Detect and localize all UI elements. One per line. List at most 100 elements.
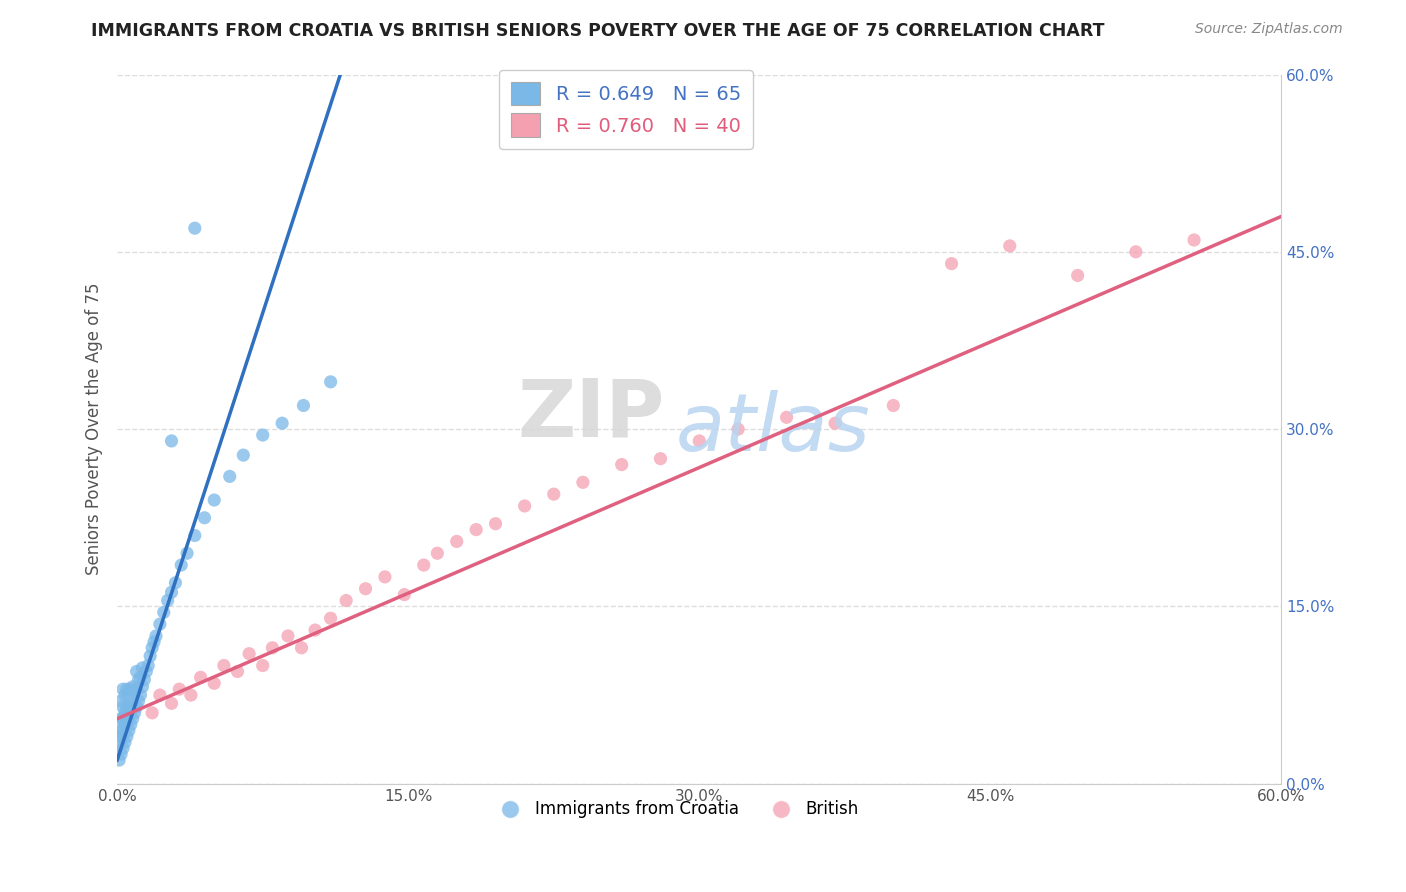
Point (1125, 244, 1147, 259)
Point (319, 611, 342, 625)
Point (114, 706, 136, 720)
Point (169, 682, 191, 697)
Point (1182, 233, 1205, 247)
Point (394, 588, 416, 602)
Point (141, 706, 163, 720)
Point (120, 699, 142, 714)
Point (184, 221, 207, 235)
Point (124, 706, 146, 720)
Point (125, 682, 148, 697)
Point (145, 629, 167, 643)
Point (354, 582, 377, 596)
Point (180, 688, 202, 702)
Point (252, 658, 274, 673)
Point (115, 682, 138, 697)
Point (108, 753, 131, 767)
Point (111, 699, 134, 714)
Point (110, 730, 132, 744)
Point (136, 658, 159, 673)
Point (129, 670, 152, 684)
Point (218, 469, 240, 483)
Legend: Immigrants from Croatia, British: Immigrants from Croatia, British (486, 794, 866, 825)
Point (824, 416, 846, 430)
Point (131, 680, 153, 694)
Point (111, 723, 134, 738)
Point (190, 670, 212, 684)
Point (139, 649, 162, 664)
Point (572, 475, 595, 490)
Point (128, 694, 150, 708)
Point (160, 697, 183, 711)
Point (238, 647, 260, 661)
Point (271, 416, 294, 430)
Point (484, 516, 506, 531)
Point (118, 688, 141, 702)
Point (110, 694, 132, 708)
Point (141, 640, 163, 655)
Point (412, 558, 434, 572)
Point (134, 673, 156, 687)
Point (446, 534, 468, 549)
Point (111, 682, 134, 697)
Point (128, 673, 150, 687)
Point (124, 684, 146, 698)
Point (610, 458, 633, 472)
Point (252, 428, 274, 442)
Point (176, 546, 198, 560)
Point (143, 635, 166, 649)
Point (108, 735, 131, 749)
Point (125, 665, 148, 679)
Point (290, 640, 312, 655)
Point (114, 735, 136, 749)
Point (110, 712, 132, 726)
Point (152, 605, 174, 619)
Point (111, 741, 134, 756)
Point (212, 658, 235, 673)
Point (202, 676, 225, 690)
Point (374, 570, 396, 584)
Point (114, 717, 136, 731)
Point (149, 617, 172, 632)
Point (165, 575, 187, 590)
Text: IMMIGRANTS FROM CROATIA VS BRITISH SENIORS POVERTY OVER THE AGE OF 75 CORRELATIO: IMMIGRANTS FROM CROATIA VS BRITISH SENIO… (91, 22, 1105, 40)
Point (118, 723, 141, 738)
Point (115, 699, 138, 714)
Point (688, 434, 710, 448)
Point (115, 712, 138, 726)
Point (292, 399, 315, 413)
Point (184, 528, 207, 542)
Point (1066, 268, 1088, 283)
Point (135, 665, 157, 679)
Point (513, 499, 536, 513)
Point (121, 712, 143, 726)
Point (426, 546, 449, 560)
Point (882, 399, 904, 413)
Point (108, 723, 131, 738)
Text: Source: ZipAtlas.com: Source: ZipAtlas.com (1195, 22, 1343, 37)
Point (650, 451, 672, 466)
Point (160, 585, 183, 599)
Point (319, 375, 342, 389)
Point (111, 712, 134, 726)
Point (170, 558, 193, 572)
Point (232, 448, 254, 462)
Text: ZIP: ZIP (517, 376, 665, 454)
Point (115, 730, 138, 744)
Point (543, 487, 565, 501)
Point (121, 680, 143, 694)
Point (125, 699, 148, 714)
Y-axis label: Seniors Poverty Over the Age of 75: Seniors Poverty Over the Age of 75 (86, 283, 103, 575)
Point (120, 682, 142, 697)
Point (465, 523, 488, 537)
Point (277, 629, 299, 643)
Point (727, 422, 749, 436)
Point (941, 257, 963, 271)
Point (121, 697, 143, 711)
Point (129, 688, 152, 702)
Point (193, 510, 215, 524)
Point (202, 493, 225, 508)
Point (156, 593, 179, 607)
Point (149, 688, 172, 702)
Point (775, 410, 797, 425)
Point (114, 688, 136, 702)
